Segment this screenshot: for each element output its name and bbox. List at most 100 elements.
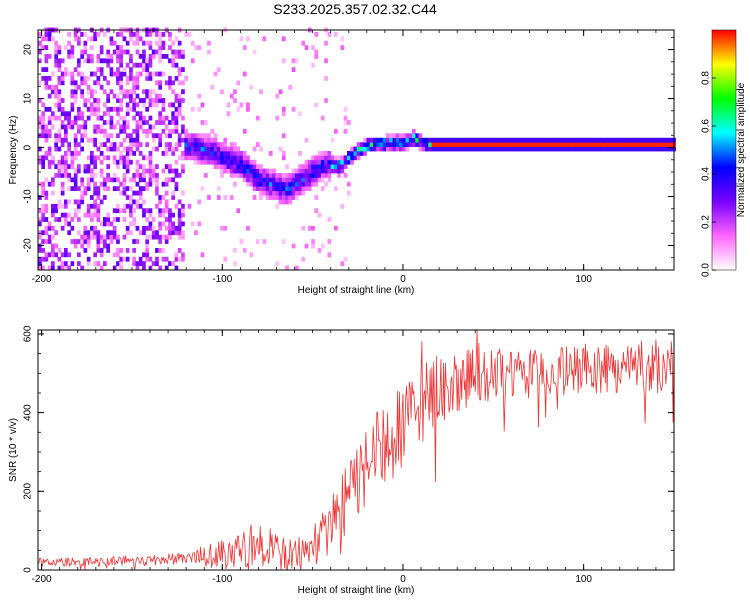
spectrogram-cell [304, 164, 309, 169]
spectrogram-cell [138, 54, 143, 59]
spectrogram-cell [382, 142, 387, 147]
spectrogram-cell [181, 212, 185, 218]
spectrogram-cell [38, 230, 42, 236]
spectrogram-cell [174, 142, 179, 147]
spectrogram-cell [80, 137, 84, 143]
spectrogram-cell [307, 186, 312, 191]
spectrogram-cell [236, 80, 241, 86]
spectrogram-cell [486, 137, 491, 143]
spectrogram-cell [64, 71, 68, 77]
spectrogram-cell [44, 190, 49, 196]
spectrogram-cell [47, 252, 52, 258]
spectrogram-cell [77, 217, 81, 222]
spectrogram-cell [184, 155, 189, 161]
spectrogram-cell [649, 146, 654, 152]
spectrogram-cell [132, 248, 136, 253]
spectrogram-cell [259, 195, 263, 200]
spectrogram-cell [57, 146, 62, 152]
spectrogram-cell [51, 155, 55, 161]
spectrogram-cell [525, 142, 530, 147]
spectrogram-cell [158, 142, 162, 147]
spectrogram-cell [347, 190, 351, 196]
spectrogram-cell [187, 155, 192, 161]
spectrogram-cell [181, 168, 185, 174]
spectrogram-cell [503, 137, 507, 143]
spectrogram-cell [291, 168, 296, 174]
spectrogram-cell [623, 146, 628, 152]
spectrogram-cell [38, 159, 42, 165]
spectrogram-cell [171, 120, 175, 125]
spectrogram-cell [210, 84, 215, 90]
spectrogram-cell [291, 67, 296, 72]
spectrogram-cell [288, 199, 293, 205]
spectrogram-cell [93, 142, 97, 147]
spectrogram-cell [216, 67, 221, 72]
spectrogram-cell [93, 137, 97, 143]
spectrogram-cell [171, 195, 175, 200]
spectrogram-cell [155, 98, 159, 103]
spectrogram-cell [96, 195, 101, 200]
spectrogram-cell [203, 146, 208, 152]
spectrogram-cell [80, 190, 84, 196]
spectrogram-cell [41, 102, 45, 108]
spectrogram-cell [177, 106, 182, 112]
spectrogram-cell [135, 164, 140, 169]
spectrogram-cell [317, 151, 322, 156]
spectrogram-cell [590, 146, 595, 152]
spectrogram-cell [64, 168, 68, 174]
spectrogram-cell [577, 142, 582, 147]
spectrogram-cell [181, 221, 185, 227]
spectrogram-cell [54, 89, 58, 95]
spectrogram-cell [44, 203, 49, 209]
spectrogram-cell [116, 186, 120, 191]
spectrogram-cell [324, 76, 328, 81]
spectrogram-cell [151, 234, 156, 240]
spectrogram-cell [623, 142, 628, 147]
spectrogram-cell [135, 71, 140, 77]
spectrogram-cell [148, 181, 153, 187]
spectrogram-cell [73, 133, 78, 139]
spectrogram-cell [86, 106, 91, 112]
spectrogram-cell [412, 142, 416, 147]
spectrogram-cell [122, 173, 127, 178]
spectrogram-cell [148, 76, 153, 81]
spectrogram-cell [311, 173, 315, 178]
spectrogram-cell [314, 181, 319, 187]
spectrogram-cell [106, 62, 110, 68]
spectrogram-cell [129, 208, 133, 214]
spectrogram-cell [64, 115, 68, 121]
spectrogram-cell [138, 203, 143, 209]
spectrogram-cell [64, 45, 68, 50]
spectrogram-cell [96, 248, 101, 253]
spectrogram-cell [662, 142, 667, 147]
colorbar-label: Normalized spectral amplitude [736, 82, 747, 217]
spectrogram-cell [112, 106, 117, 112]
spectrogram-cell [145, 93, 149, 99]
spectrogram-cell [288, 186, 293, 191]
spectrogram-cell [80, 49, 84, 55]
spectrogram-cell [132, 106, 136, 112]
spectrogram-cell [177, 173, 182, 178]
spectrogram-cell [44, 76, 49, 81]
spectrogram-cell [200, 120, 205, 125]
spectrogram-cell [262, 239, 267, 244]
spectrogram-cell [106, 230, 110, 236]
spectrogram-cell [60, 261, 65, 266]
spectrogram-cell [67, 265, 71, 271]
spectrogram-cell [213, 146, 218, 152]
spectrogram-cell [77, 84, 81, 90]
spectrogram-cell [200, 137, 205, 143]
spectrogram-cell [229, 93, 234, 99]
spectrogram-cell [70, 186, 75, 191]
spectrogram-cell [47, 128, 52, 134]
spectrogram-cell [662, 146, 667, 152]
spectrogram-cell [324, 168, 328, 174]
spectrogram-cell [197, 199, 202, 205]
spectrogram-cell [265, 181, 270, 187]
spectrogram-cell [54, 115, 58, 121]
spectrogram-cell [77, 36, 81, 42]
spectrogram-cell [255, 177, 260, 183]
spectrogram-cell [122, 164, 127, 169]
spectrogram-x-tick-label: -200 [32, 274, 52, 285]
spectrogram-cell [106, 137, 110, 143]
